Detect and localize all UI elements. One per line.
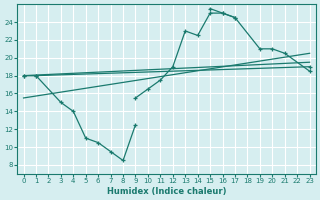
X-axis label: Humidex (Indice chaleur): Humidex (Indice chaleur) bbox=[107, 187, 226, 196]
